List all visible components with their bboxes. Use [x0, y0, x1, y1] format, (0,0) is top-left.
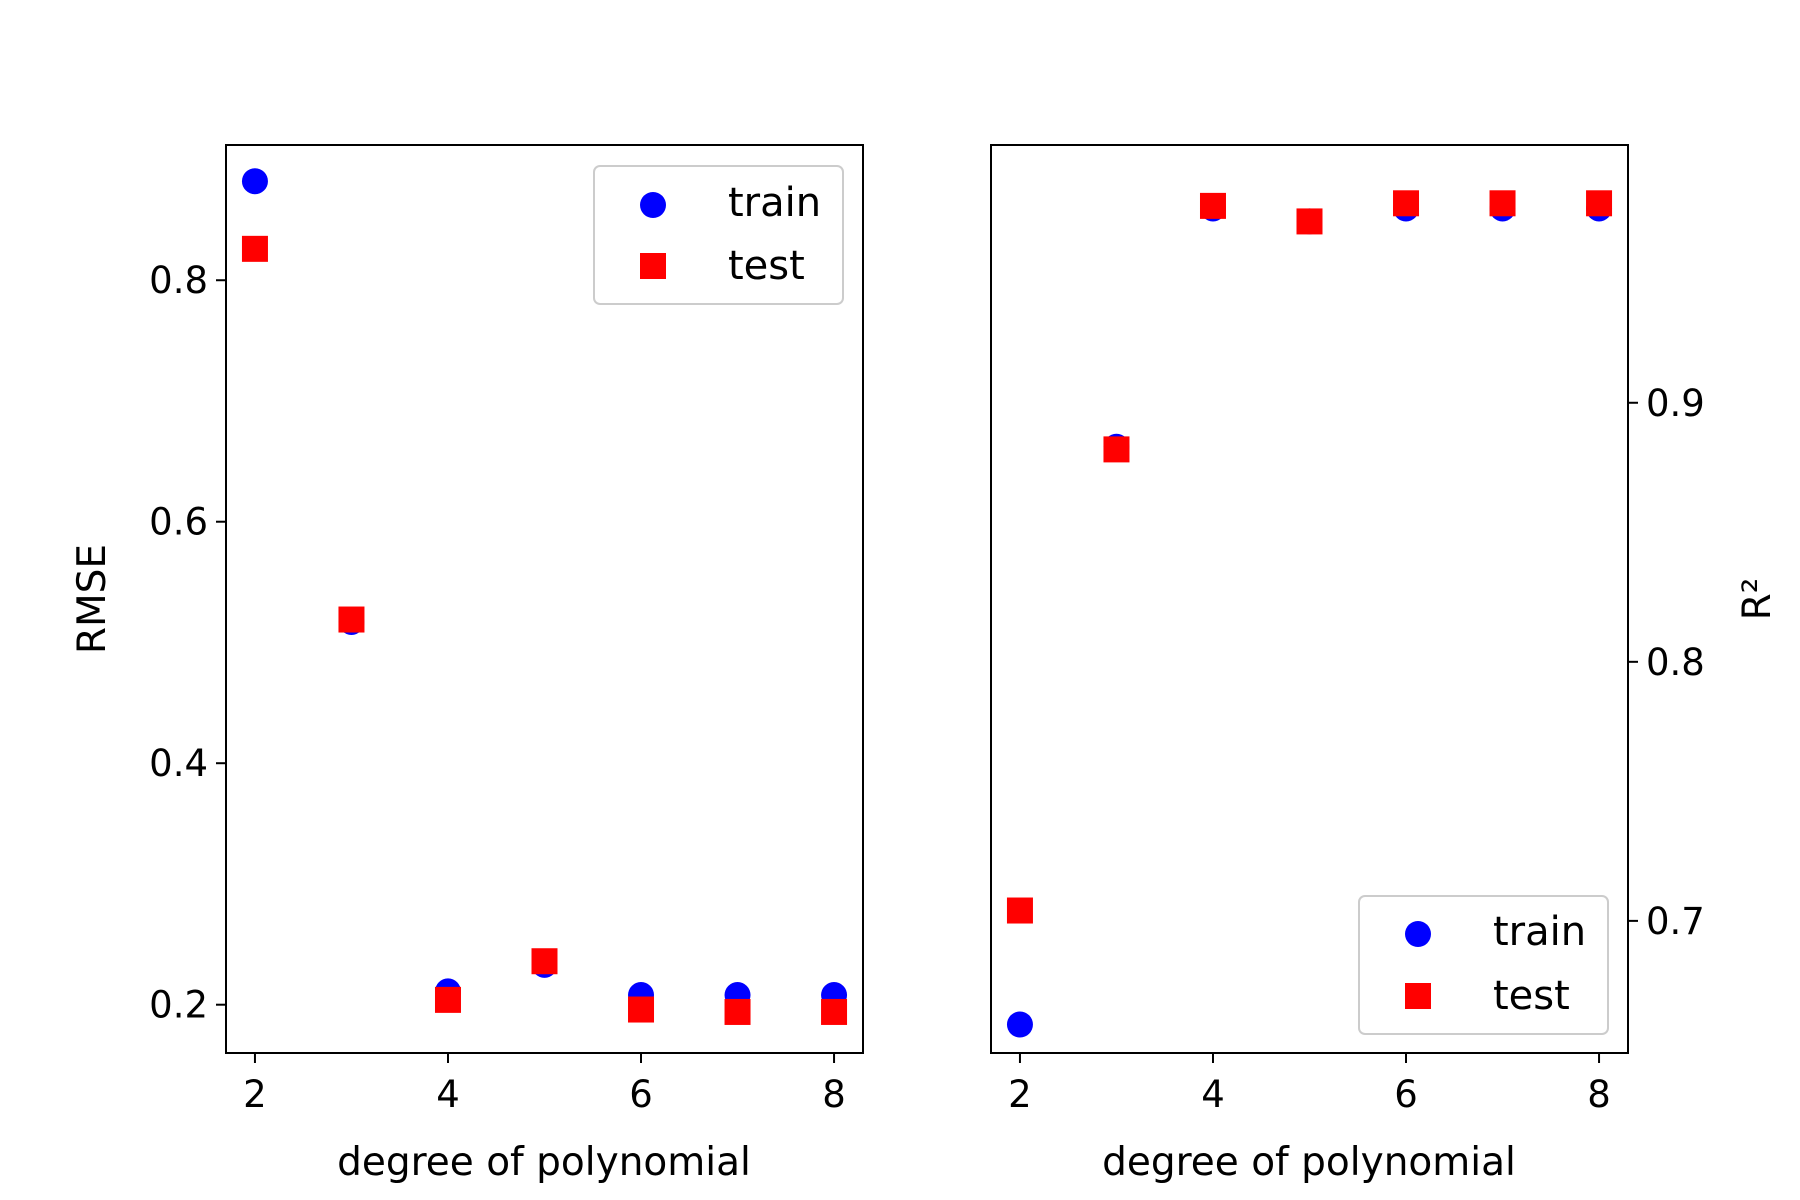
r2-x-axis-label: degree of polynomial — [1102, 1140, 1516, 1185]
r2-test-point — [1393, 190, 1420, 217]
r2-test-point — [1489, 190, 1516, 217]
rmse-y-tick-label: 0.4 — [149, 742, 208, 785]
r2-x-ticks: 2 4 6 8 — [1008, 1053, 1611, 1116]
r2-legend-train-label: train — [1493, 909, 1586, 955]
rmse-test-point — [531, 948, 558, 975]
rmse-legend-train-label: train — [728, 180, 821, 226]
rmse-y-tick-label: 0.6 — [149, 501, 208, 544]
rmse-y-tick-label: 0.2 — [149, 984, 208, 1027]
r2-axes-frame — [990, 144, 1629, 1054]
rmse-panel: 2 4 6 8 0.2 0.4 0.6 0.8 degree of polynomial R… — [70, 144, 864, 1185]
rmse-test-point — [821, 998, 848, 1025]
r2-x-tick-label: 2 — [1008, 1073, 1032, 1116]
rmse-y-ticks: 0.2 0.4 0.6 0.8 — [149, 259, 226, 1027]
rmse-x-tick-label: 2 — [243, 1073, 267, 1116]
r2-y-tick-label: 0.8 — [1646, 641, 1705, 684]
rmse-marks — [241, 168, 848, 1025]
r2-x-tick-label: 4 — [1201, 1073, 1225, 1116]
r2-x-tick-label: 8 — [1587, 1073, 1611, 1116]
r2-test-point — [1296, 208, 1323, 235]
rmse-y-axis-label: RMSE — [70, 544, 115, 654]
rmse-legend-train-marker — [640, 192, 666, 218]
rmse-axes-frame — [225, 144, 864, 1054]
rmse-legend: train test — [593, 165, 844, 305]
r2-legend-train-marker — [1405, 921, 1431, 947]
rmse-legend-test-marker — [640, 253, 666, 279]
r2-panel: 2 4 6 8 0.7 0.8 0.9 degree of polynomial R² t… — [990, 144, 1780, 1185]
r2-test-point — [1586, 190, 1613, 217]
r2-test-point — [1006, 897, 1033, 924]
r2-test-point — [1103, 436, 1130, 463]
rmse-test-point — [724, 998, 751, 1025]
rmse-x-tick-label: 6 — [629, 1073, 653, 1116]
rmse-test-point — [628, 996, 655, 1023]
r2-marks — [1006, 190, 1613, 1038]
r2-test-point — [1199, 192, 1226, 219]
r2-legend-test-label: test — [1493, 973, 1570, 1019]
rmse-test-point — [434, 986, 461, 1013]
r2-y-tick-label: 0.9 — [1646, 382, 1705, 425]
r2-y-tick-label: 0.7 — [1646, 900, 1705, 943]
rmse-y-tick-label: 0.8 — [149, 259, 208, 302]
r2-legend: train test — [1358, 895, 1609, 1035]
rmse-x-tick-label: 4 — [436, 1073, 460, 1116]
r2-y-ticks: 0.7 0.8 0.9 — [1628, 382, 1705, 943]
r2-train-point — [1006, 1011, 1033, 1038]
rmse-test-point — [338, 606, 365, 633]
rmse-x-ticks: 2 4 6 8 — [243, 1053, 846, 1116]
r2-legend-test-marker — [1405, 983, 1431, 1009]
rmse-x-tick-label: 8 — [822, 1073, 846, 1116]
r2-x-tick-label: 6 — [1394, 1073, 1418, 1116]
rmse-x-axis-label: degree of polynomial — [337, 1140, 751, 1185]
rmse-legend-test-label: test — [728, 243, 805, 289]
rmse-train-point — [241, 168, 268, 195]
rmse-test-point — [241, 235, 268, 262]
r2-y-axis-label: R² — [1735, 578, 1780, 621]
